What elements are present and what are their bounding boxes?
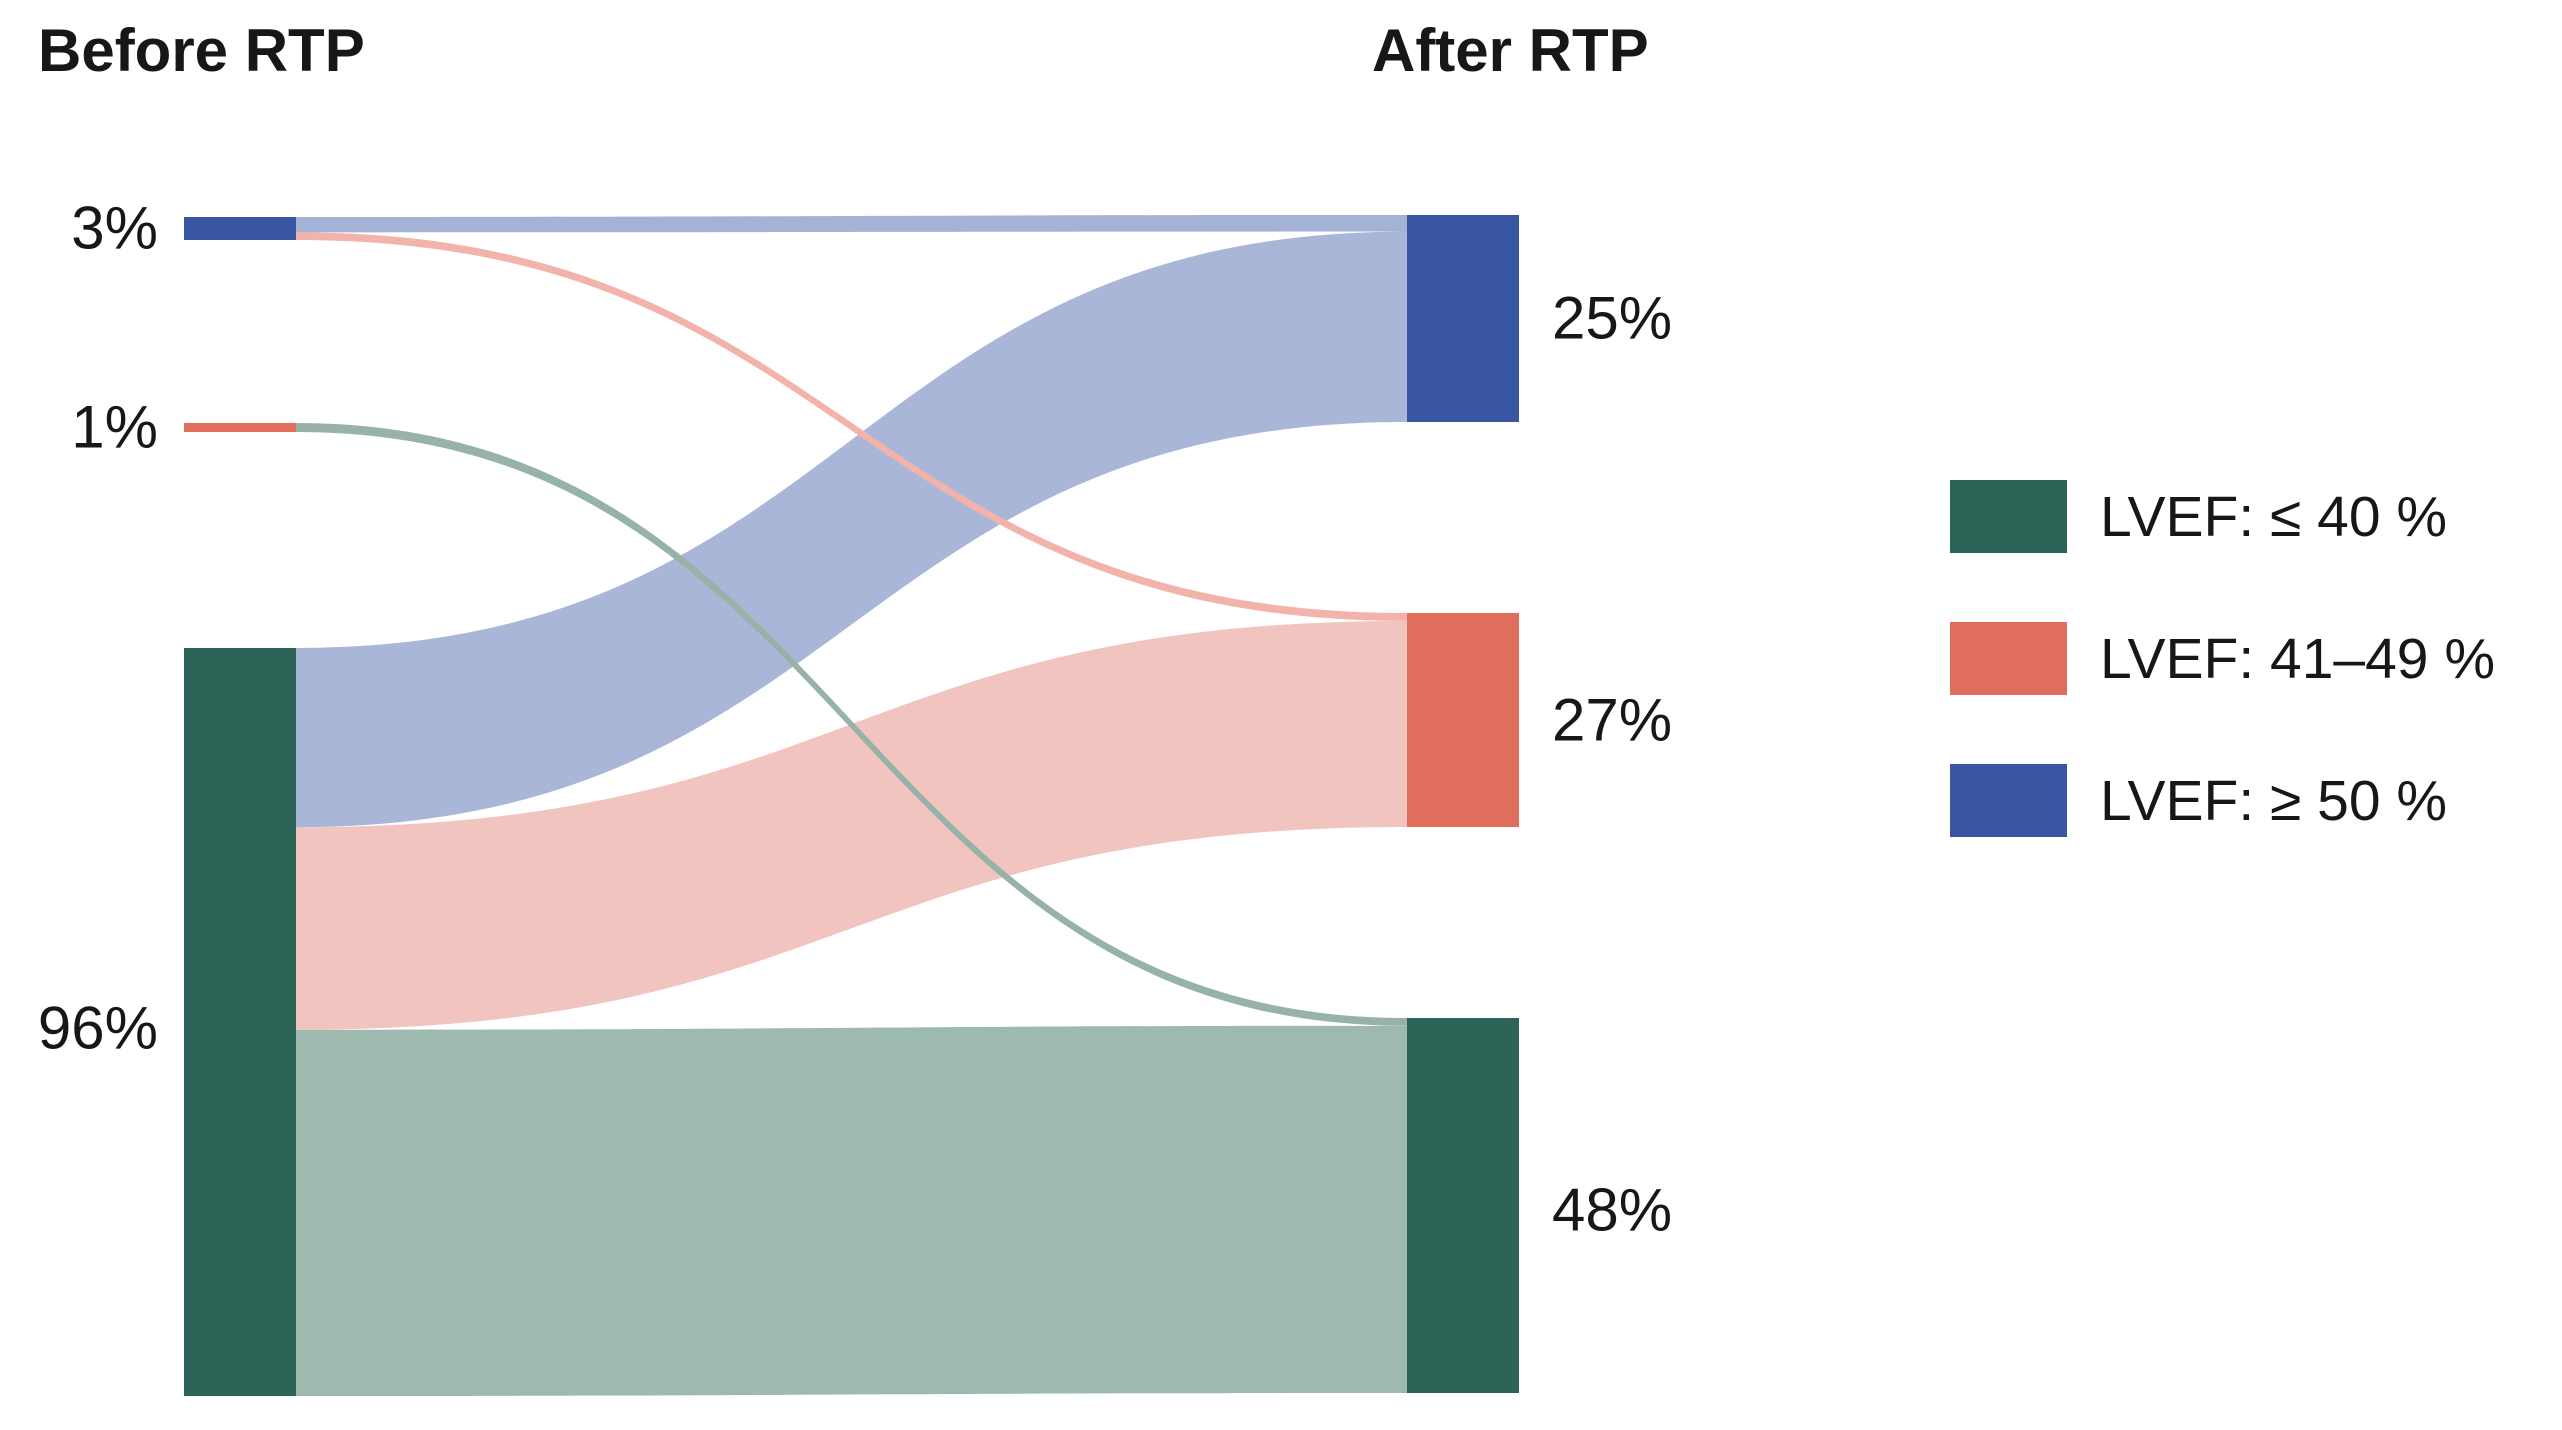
- legend-label-41-49: LVEF: 41–49 %: [2100, 626, 2496, 691]
- sankey-node-before-lvef-41-49: [184, 423, 296, 432]
- node-label-after-ge50: 25%: [1552, 284, 1673, 352]
- legend-swatch-ge50-icon: [1950, 764, 2067, 837]
- legend-row-41-49: LVEF: 41–49 %: [1950, 622, 2495, 695]
- legend-label-ge50: LVEF: ≥ 50 %: [2100, 768, 2448, 833]
- legend-swatch-le40-icon: [1950, 480, 2067, 553]
- node-label-after-41-49: 27%: [1552, 686, 1673, 754]
- sankey-node-after-lvef-ge50: [1407, 215, 1519, 422]
- sankey-link-before-lvef-41-49-to-after-lvef-le40: [296, 423, 1407, 1026]
- sankey-link-before-lvef-le40-to-after-lvef-ge50: [296, 231, 1407, 828]
- after-rtp-title: After RTP: [1372, 17, 1649, 84]
- sankey-link-before-lvef-ge50-to-after-lvef-ge50: [296, 215, 1407, 233]
- sankey-node-after-lvef-le40: [1407, 1018, 1519, 1393]
- legend-label-le40: LVEF: ≤ 40 %: [2100, 484, 2448, 549]
- legend-row-ge50: LVEF: ≥ 50 %: [1950, 764, 2495, 837]
- sankey-node-before-lvef-ge50: [184, 217, 296, 240]
- node-label-after-le40: 48%: [1552, 1176, 1673, 1244]
- node-label-before-ge50: 3%: [71, 194, 158, 262]
- node-label-before-le40: 96%: [37, 994, 158, 1062]
- sankey-node-before-lvef-le40: [184, 648, 296, 1396]
- node-label-before-41-49: 1%: [71, 393, 158, 461]
- legend-row-le40: LVEF: ≤ 40 %: [1950, 480, 2495, 553]
- sankey-link-before-lvef-le40-to-after-lvef-41-49: [296, 620, 1407, 1030]
- legend: LVEF: ≤ 40 % LVEF: 41–49 % LVEF: ≥ 50 %: [1950, 480, 2495, 837]
- sankey-link-before-lvef-ge50-to-after-lvef-41-49: [296, 232, 1407, 621]
- legend-swatch-41-49-icon: [1950, 622, 2067, 695]
- sankey-link-before-lvef-le40-to-after-lvef-le40: [296, 1025, 1407, 1396]
- before-rtp-title: Before RTP: [38, 17, 365, 84]
- sankey-node-after-lvef-41-49: [1407, 613, 1519, 827]
